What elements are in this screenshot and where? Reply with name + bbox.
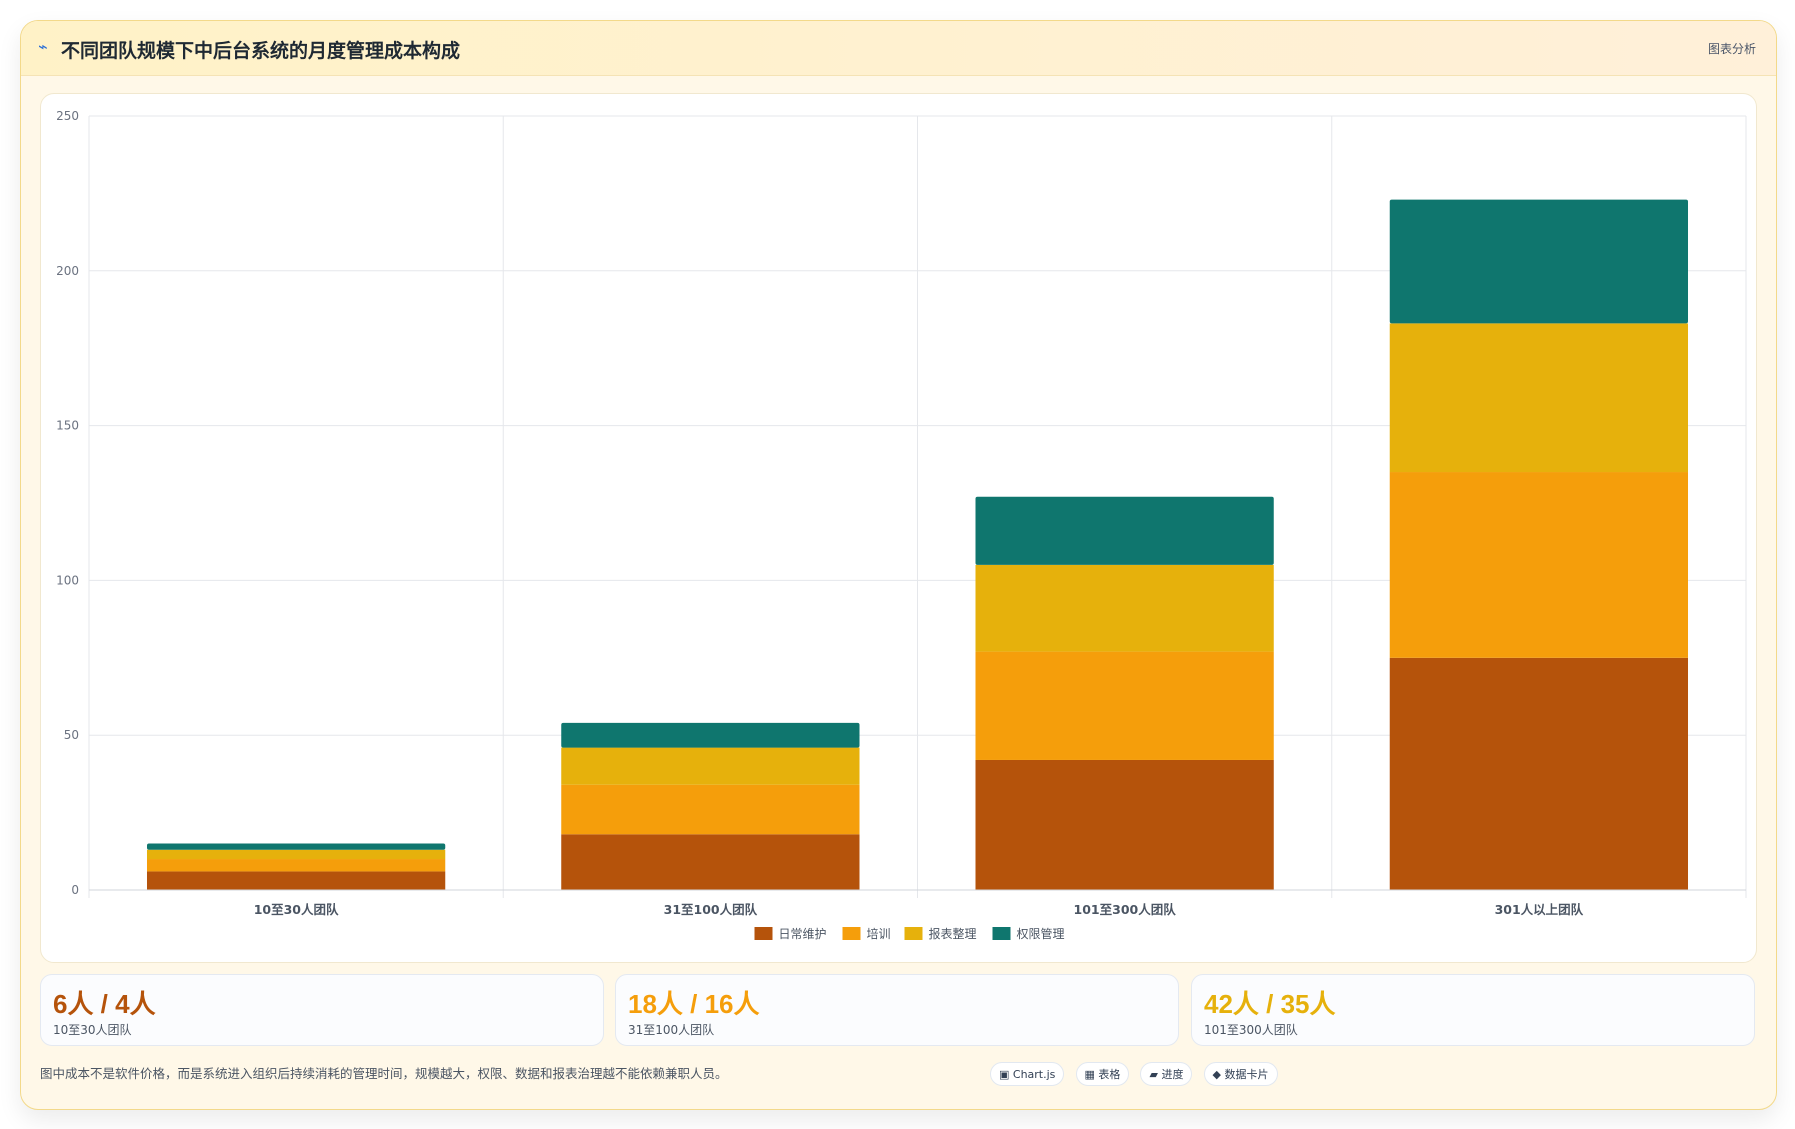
y-tick-label: 150 [56, 419, 79, 433]
legend-swatch [992, 927, 1011, 940]
stat-card-3: 42人 / 35人 101至300人团队 [1191, 974, 1755, 1046]
bar-segment[interactable] [146, 871, 446, 890]
chart-analysis-link[interactable]: 图表分析 [1707, 42, 1756, 56]
bar-segment[interactable] [146, 859, 446, 872]
y-tick-label: 250 [56, 109, 79, 123]
y-tick-label: 100 [56, 573, 79, 587]
x-tick-label: 10至30人团队 [254, 902, 339, 917]
stat-card-1: 6人 / 4人 10至30人团队 [40, 974, 604, 1046]
legend-swatch [754, 927, 773, 940]
y-tick-label: 50 [64, 728, 79, 742]
x-tick-label: 31至100人团队 [664, 902, 758, 917]
legend-label[interactable]: 报表整理 [929, 926, 977, 941]
footnote: 图中成本不是软件价格，而是系统进入组织后持续消耗的管理时间，规模越大，权限、数据… [40, 1066, 728, 1081]
stat-value: 6人 / 4人 [53, 989, 156, 1019]
x-tick-label: 101至300人团队 [1074, 902, 1177, 917]
bar-segment[interactable] [975, 564, 1274, 652]
legend-label[interactable]: 权限管理 [1017, 926, 1065, 941]
page-title: 不同团队规模下中后台系统的月度管理成本构成 [61, 40, 461, 62]
bar-segment[interactable] [1389, 472, 1689, 658]
bar-segment[interactable] [561, 834, 860, 890]
panel-header: ⌁ 不同团队规模下中后台系统的月度管理成本构成 图表分析 [21, 21, 1776, 76]
stacked-bar-chart: 0 50 100 150 200 250 10至30人团队 31至100人团队 101至300人… [56, 109, 1747, 941]
y-tick-label: 0 [71, 883, 79, 897]
x-tick-label: 301人以上团队 [1495, 902, 1584, 917]
stat-label: 10至30人团队 [53, 1023, 132, 1037]
bar-segment[interactable] [1389, 199, 1689, 324]
bar-segment[interactable] [975, 651, 1274, 760]
chart-card: 0 50 100 150 200 250 10至30人团队 31至100人团队 101至300人… [40, 93, 1757, 963]
dashboard-panel: ⌁ 不同团队规模下中后台系统的月度管理成本构成 图表分析 0 50 100 150 20… [20, 20, 1777, 1110]
tag-table[interactable]: ▦ 表格 [1075, 1062, 1130, 1086]
y-tick-label: 200 [56, 264, 79, 278]
bar-segment[interactable] [561, 722, 860, 748]
bar-segment[interactable] [975, 496, 1274, 565]
stat-card-2: 18人 / 16人 31至100人团队 [615, 974, 1179, 1046]
tag-progress[interactable]: ▰ 进度 [1140, 1062, 1193, 1086]
bar-segment[interactable] [1389, 657, 1689, 890]
tag-data-card[interactable]: ◆ 数据卡片 [1203, 1062, 1278, 1086]
bar-segment[interactable] [146, 849, 446, 860]
legend-swatch [842, 927, 861, 940]
pulse-icon: ⌁ [38, 37, 48, 56]
legend-swatch [904, 927, 923, 940]
tag-chartjs[interactable]: ▣ Chart.js [990, 1062, 1065, 1086]
tag-group: ▣ Chart.js ▦ 表格 ▰ 进度 ◆ 数据卡片 [990, 1062, 1284, 1090]
bar-segment[interactable] [1389, 323, 1689, 473]
stat-value: 42人 / 35人 [1204, 989, 1336, 1019]
legend-label[interactable]: 日常维护 [779, 927, 827, 941]
bar-segment[interactable] [975, 759, 1274, 890]
bar-segment[interactable] [561, 747, 860, 785]
stat-value: 18人 / 16人 [628, 989, 760, 1019]
legend-label[interactable]: 培训 [867, 926, 891, 941]
stat-label: 101至300人团队 [1204, 1023, 1298, 1037]
bar-segment[interactable] [146, 843, 446, 850]
bar-segment[interactable] [561, 784, 860, 835]
stat-label: 31至100人团队 [628, 1023, 715, 1037]
